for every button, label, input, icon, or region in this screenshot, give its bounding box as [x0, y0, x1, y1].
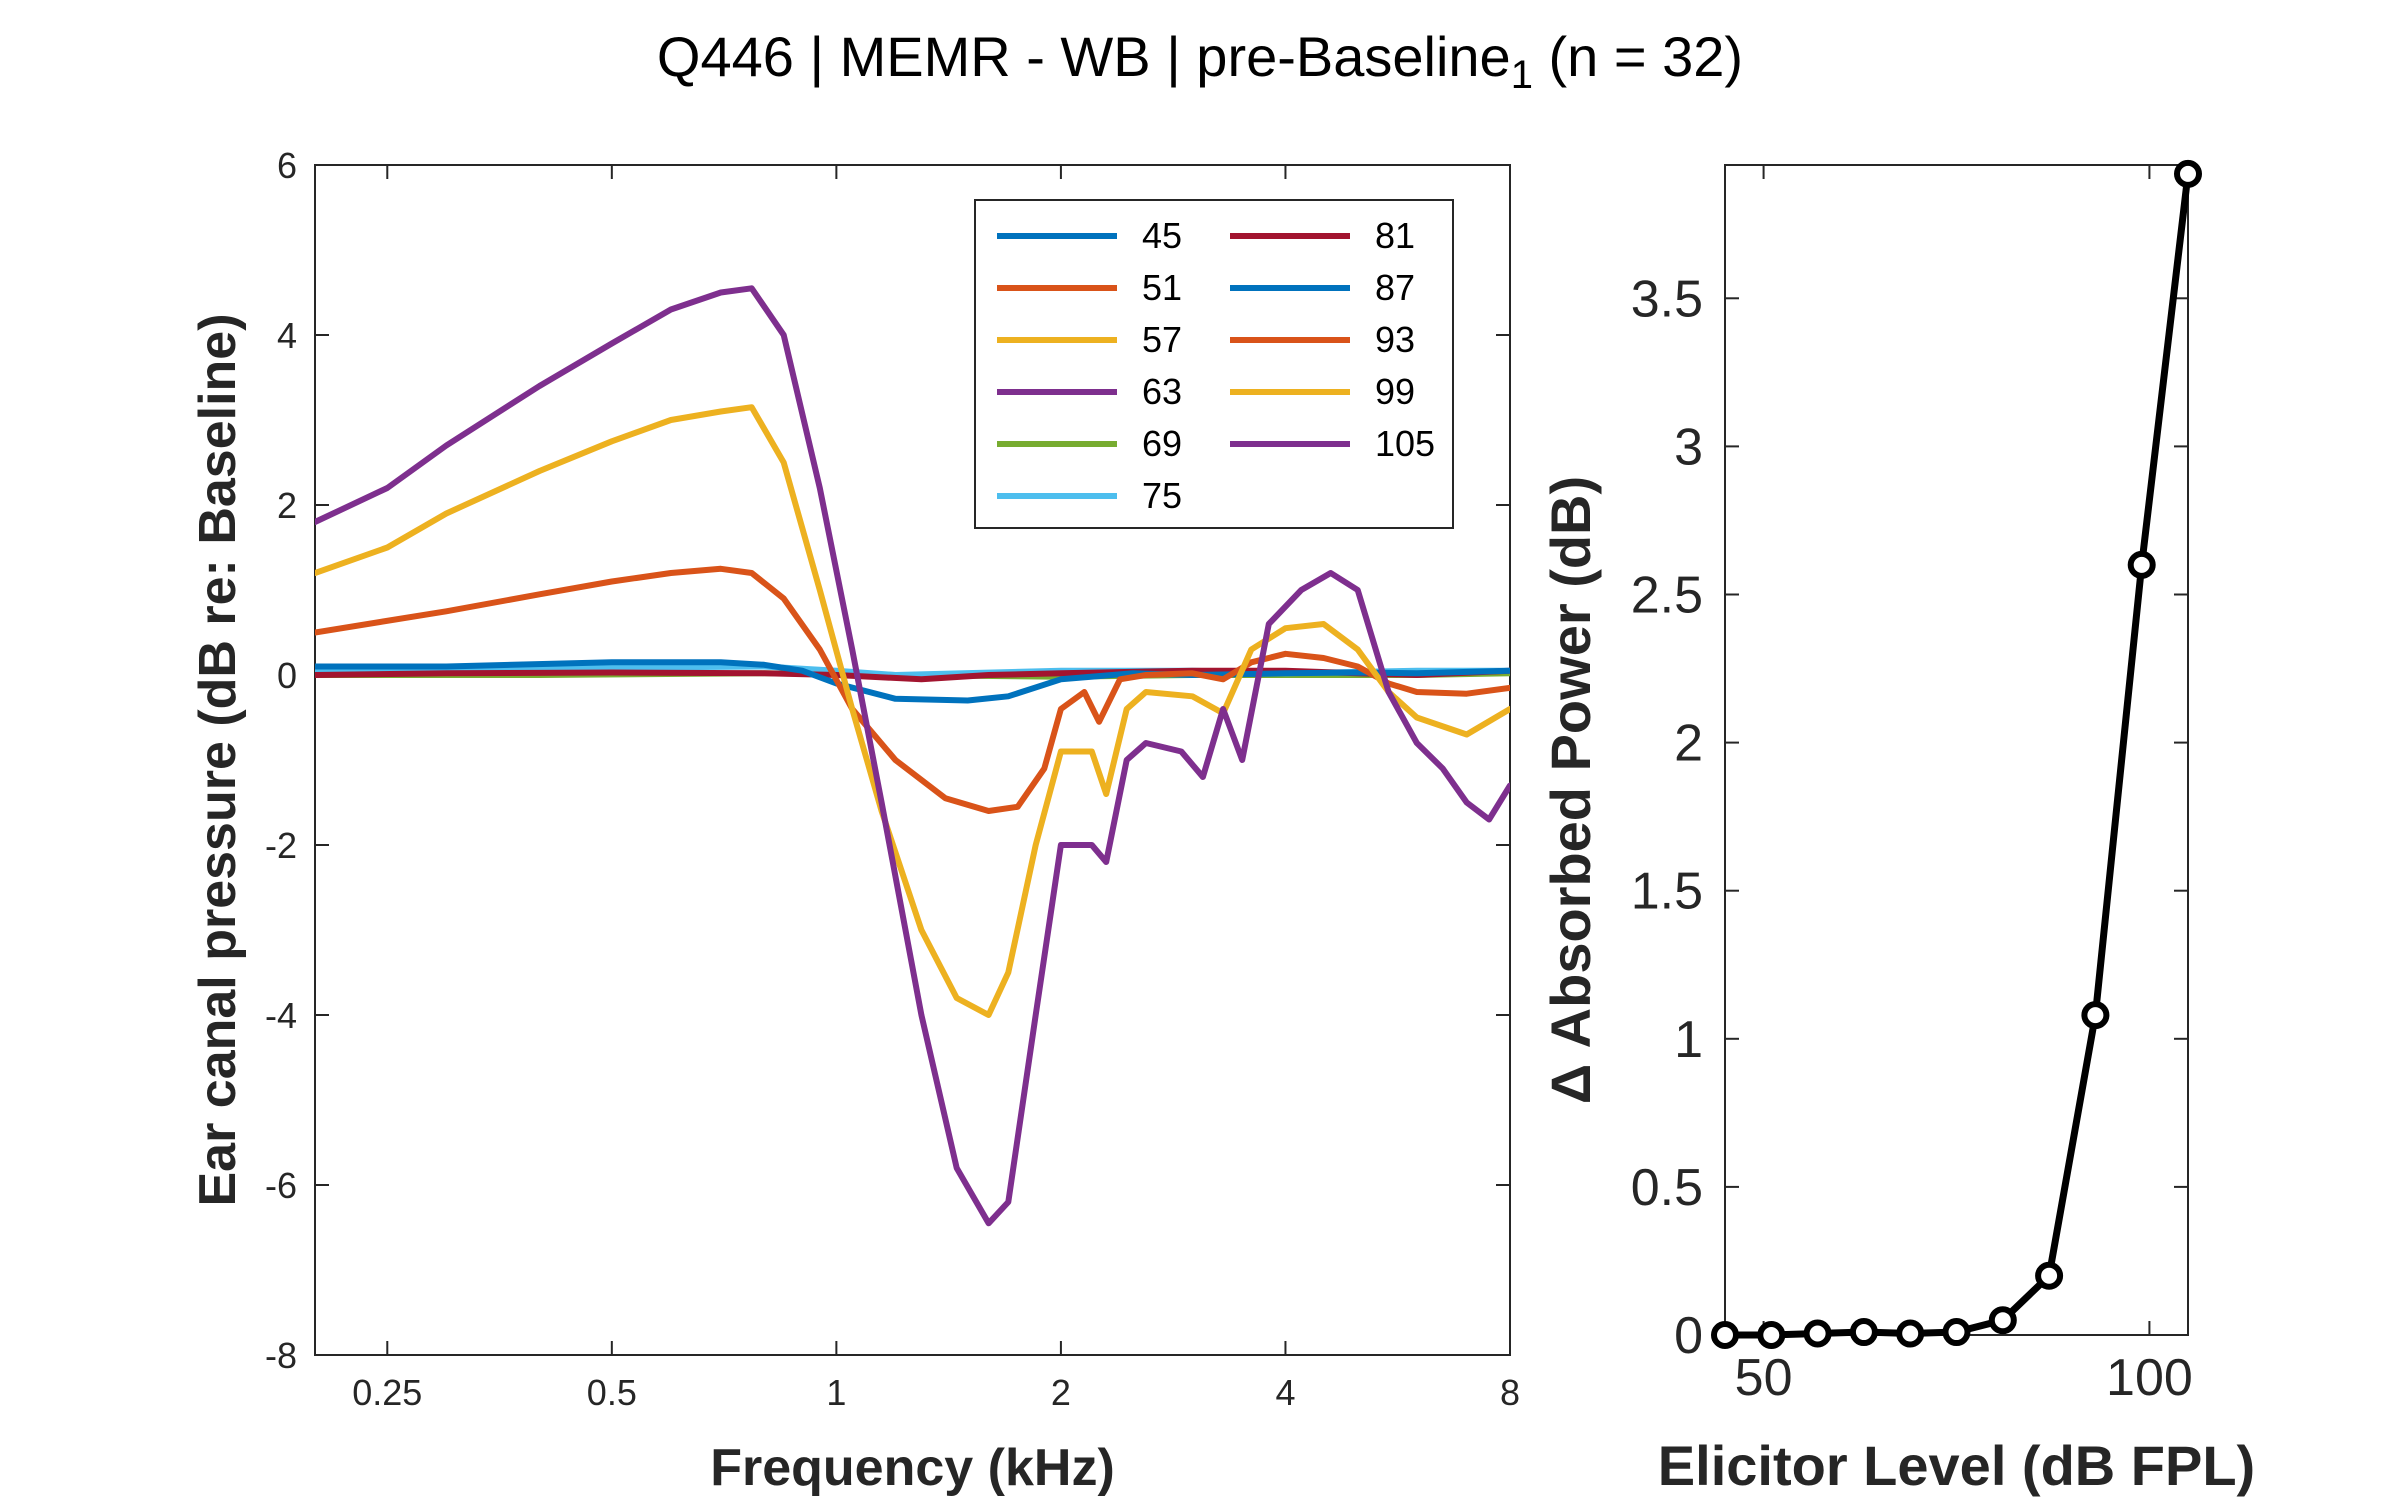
absorbed-power-marker: [1942, 1318, 1971, 1347]
absorbed-power-marker: [1896, 1319, 1925, 1348]
legend-label: 57: [1142, 319, 1182, 360]
legend-label: 105: [1375, 423, 1435, 464]
title-text: Q446 | MEMR - WB | pre-Baseline: [656, 25, 1511, 88]
y-tick-label-right: 1: [1674, 1011, 1703, 1069]
absorbed-power-chart: 50 100 0 0.5 1 1.5 2 2.5 3 3.5 Elicitor Level (dB …: [1539, 159, 2255, 1497]
legend-label: 81: [1375, 215, 1415, 256]
y-tick-label-right: 3.5: [1631, 270, 1703, 328]
absorbed-power-marker: [1988, 1306, 2017, 1335]
y-axis-label-right: Δ Absorbed Power (dB): [1539, 476, 1602, 1104]
y-tick-label-right: 2: [1674, 715, 1703, 773]
absorbed-power-marker: [1849, 1318, 1878, 1347]
x-tick-label-left: 0.25: [352, 1372, 422, 1413]
legend-box: [974, 199, 1454, 529]
y-tick-label-left: -2: [265, 825, 297, 866]
absorbed-power-marker: [2127, 550, 2156, 579]
x-tick-label-left: 8: [1500, 1372, 1520, 1413]
legend-label: 69: [1142, 423, 1182, 464]
y-tick-label-right: 2.5: [1631, 566, 1703, 624]
x-tick-label-right: 100: [2106, 1349, 2193, 1407]
y-tick-label-right: 3: [1674, 418, 1703, 476]
x-tick-label-left: 2: [1051, 1372, 1071, 1413]
legend-label: 75: [1142, 475, 1182, 516]
legend-label: 99: [1375, 371, 1415, 412]
y-tick-label-right: 1.5: [1631, 863, 1703, 921]
series-line-45: [315, 659, 1510, 704]
absorbed-power-marker: [1757, 1321, 1786, 1349]
absorbed-power-marker: [1803, 1319, 1832, 1348]
frequency-response-chart: 0.25 0.5 1 2 4 8 -8 -6 -4 -2 0 2 4 6 Frequency (kHz) Ea…: [189, 145, 1520, 1497]
series-line-51: [315, 565, 1510, 814]
absorbed-power-marker: [2081, 1001, 2110, 1030]
x-tick-label-left: 4: [1275, 1372, 1295, 1413]
legend-label: 45: [1142, 215, 1182, 256]
legend-label: 63: [1142, 371, 1182, 412]
absorbed-power-marker: [2174, 159, 2202, 188]
series-line-57: [315, 404, 1510, 1018]
y-tick-label-right: 0.5: [1631, 1159, 1703, 1217]
x-axis-label-right: Elicitor Level (dB FPL): [1658, 1434, 2255, 1497]
title-subscript: 1: [1510, 53, 1533, 98]
legend-label: 87: [1375, 267, 1415, 308]
y-tick-label-left: 2: [277, 485, 297, 526]
y-tick-label-left: 6: [277, 145, 297, 186]
y-tick-label-left: -4: [265, 995, 297, 1036]
y-tick-label-left: -8: [265, 1335, 297, 1376]
y-tick-label-right: 0: [1674, 1307, 1703, 1365]
x-axis-label-left: Frequency (kHz): [710, 1439, 1115, 1497]
figure-title: Q446 | MEMR - WB | pre-Baseline1 (n = 32…: [0, 24, 2400, 98]
title-suffix: (n = 32): [1532, 25, 1744, 88]
y-tick-label-left: 0: [277, 655, 297, 696]
x-tick-label-left: 1: [826, 1372, 846, 1413]
series-line-63: [315, 285, 1510, 1227]
legend-label: 93: [1375, 319, 1415, 360]
absorbed-power-marker: [1711, 1321, 1739, 1349]
plot-area-right: [1724, 164, 2189, 1336]
x-tick-label-right: 50: [1735, 1349, 1793, 1407]
x-tick-label-left: 0.5: [587, 1372, 637, 1413]
y-tick-label-left: -6: [265, 1165, 297, 1206]
absorbed-power-marker: [2035, 1261, 2064, 1290]
y-tick-label-left: 4: [277, 315, 297, 356]
y-axis-label-left: Ear canal pressure (dB re: Baseline): [189, 313, 247, 1206]
legend-label: 51: [1142, 267, 1182, 308]
